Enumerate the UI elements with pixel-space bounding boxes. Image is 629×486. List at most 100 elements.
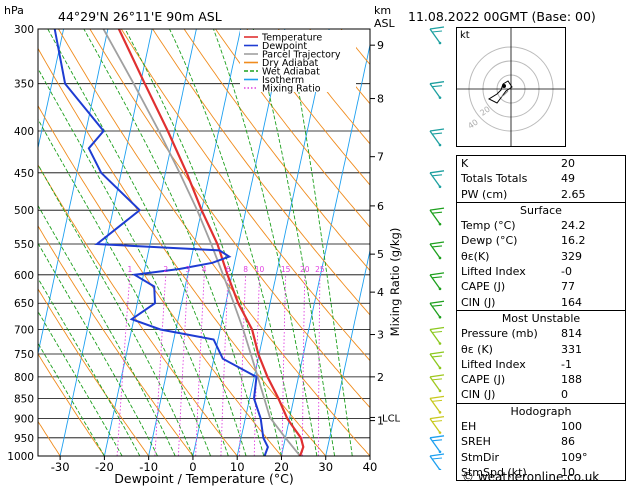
wet-adiabat [252,29,336,456]
surface-temp-value: 24.2 [561,219,586,233]
surface-table: Surface Temp (°C) 24.2 Dewp (°C) 16.2 θε(K… [456,201,626,310]
isotherm [59,29,153,456]
wet-adiabat [213,29,318,456]
isotherm [281,42,370,456]
legend-item: Temperature [261,33,322,44]
pressure-tick-label: 950 [14,433,34,445]
mixing-ratio-label: 1 [128,265,133,274]
copyright-footer[interactable]: © weatheronline.co.uk [462,470,600,484]
mixing-ratio-label: 20 [300,265,310,274]
wet-adiabat [38,242,158,456]
dry-adiabat [152,29,370,316]
mixing-ratio-line [116,274,131,456]
pressure-tick-label: 550 [14,239,34,251]
stmspd-value: 10 [561,465,575,479]
pressure-tick-label: 350 [14,79,34,91]
km-tick-label: 4 [377,286,384,299]
most-unstable-title: Most Unstable [501,311,581,325]
wet-adiabat [38,204,176,456]
mu-cape-value: 188 [561,373,582,387]
eh-value: 100 [561,420,582,434]
wind-barb [429,272,445,291]
location-title: 44°29'N 26°11'E 90m ASL [58,9,222,24]
mixing-ratio-label: 10 [255,265,265,274]
x-tick-label: 30 [318,460,333,474]
surface-cape-value: 77 [561,280,575,294]
dry-adiabat [38,288,150,456]
wet-adiabat [38,277,141,456]
wet-adiabat [83,29,265,456]
legend-item: Isotherm [262,75,304,86]
asl-label: ASL [374,17,396,30]
mixing-ratio-label: 15 [281,265,291,274]
datetime-title: 11.08.2022 00GMT (Base: 00) [408,9,596,24]
km-tick-label: 6 [377,200,384,213]
sreh-label: SREH [461,435,491,449]
x-tick-label: 40 [363,460,378,474]
x-axis-label: Dewpoint / Temperature (°C) [114,471,293,486]
wind-barb [429,415,445,434]
mixing-ratio-label: 8 [243,265,248,274]
surface-title: Surface [520,203,562,217]
mixing-ratio-line [195,274,205,456]
mu-theta-label: θε (K) [461,342,493,356]
km-tick-label: 9 [377,39,384,52]
mixing-ratio-label: 25 [315,265,325,274]
x-tick-label: 10 [230,460,245,474]
km-tick-label: 3 [377,329,384,342]
hodograph-title: Hodograph [510,404,572,418]
surface-dewp-label: Dewp (°C) [461,234,518,248]
k-value: 20 [561,157,575,170]
km-tick-label: 1 [377,415,384,428]
stats-panel: K 20 Totals Totals 49 PW (cm) 2.65 Surface … [456,155,626,482]
pressure-tick-label: 700 [14,325,34,337]
wind-barb [429,395,445,414]
wind-barb [429,170,445,189]
surface-dewp-value: 16.2 [561,234,586,248]
sreh-value: 86 [561,435,575,449]
mu-pres-label: Pressure (mb) [461,327,538,341]
pressure-tick-label: 600 [14,270,34,282]
x-tick-label: -20 [95,460,114,474]
legend-item: Parcel Trajectory [262,50,341,61]
dry-adiabat [38,225,194,456]
mu-pres-value: 814 [561,327,582,341]
mixing-ratio-axis-label: Mixing Ratio (g/kg) [388,228,402,337]
lcl-label: LCL [382,413,401,424]
surface-temp-label: Temp (°C) [461,219,516,233]
wind-barbs [429,26,445,470]
dry-adiabat [57,29,370,456]
surface-theta-value: 329 [561,249,582,263]
pressure-tick-label: 850 [14,393,34,405]
pressure-tick-label: 400 [14,126,34,138]
pressure-tick-label: 800 [14,372,34,384]
mixing-ratio-line [177,274,189,456]
wet-adiabat [38,163,194,456]
km-tick-label: 7 [377,151,384,164]
wet-adiabat [38,118,212,456]
pressure-tick-label: 500 [14,205,34,217]
wind-barb [429,207,445,226]
wet-adiabat [38,310,123,456]
temperature-profile [117,29,305,456]
surface-cin-value: 164 [561,295,582,309]
mixing-ratio-line [318,274,321,456]
surface-theta-label: θε(K) [461,249,490,263]
surface-li-value: -0 [561,265,572,279]
pw-value: 2.65 [561,187,586,201]
mixing-ratio-label: 6 [226,265,231,274]
storm-motion-marker [502,84,506,88]
mu-cin-value: 0 [561,388,568,402]
isotherm [38,29,109,356]
wet-adiabat [38,342,105,456]
dry-adiabat [246,29,370,186]
dry-adiabat [38,353,105,456]
mixing-ratio-label: 2 [163,265,168,274]
dry-adiabat [38,164,238,456]
isotherm [103,29,197,456]
hpa-label: hPa [4,4,24,17]
stmspd-label: StmSpd (kt) [461,465,527,479]
mixing-ratio-label: 3 [186,265,191,274]
wind-barb [429,435,445,454]
